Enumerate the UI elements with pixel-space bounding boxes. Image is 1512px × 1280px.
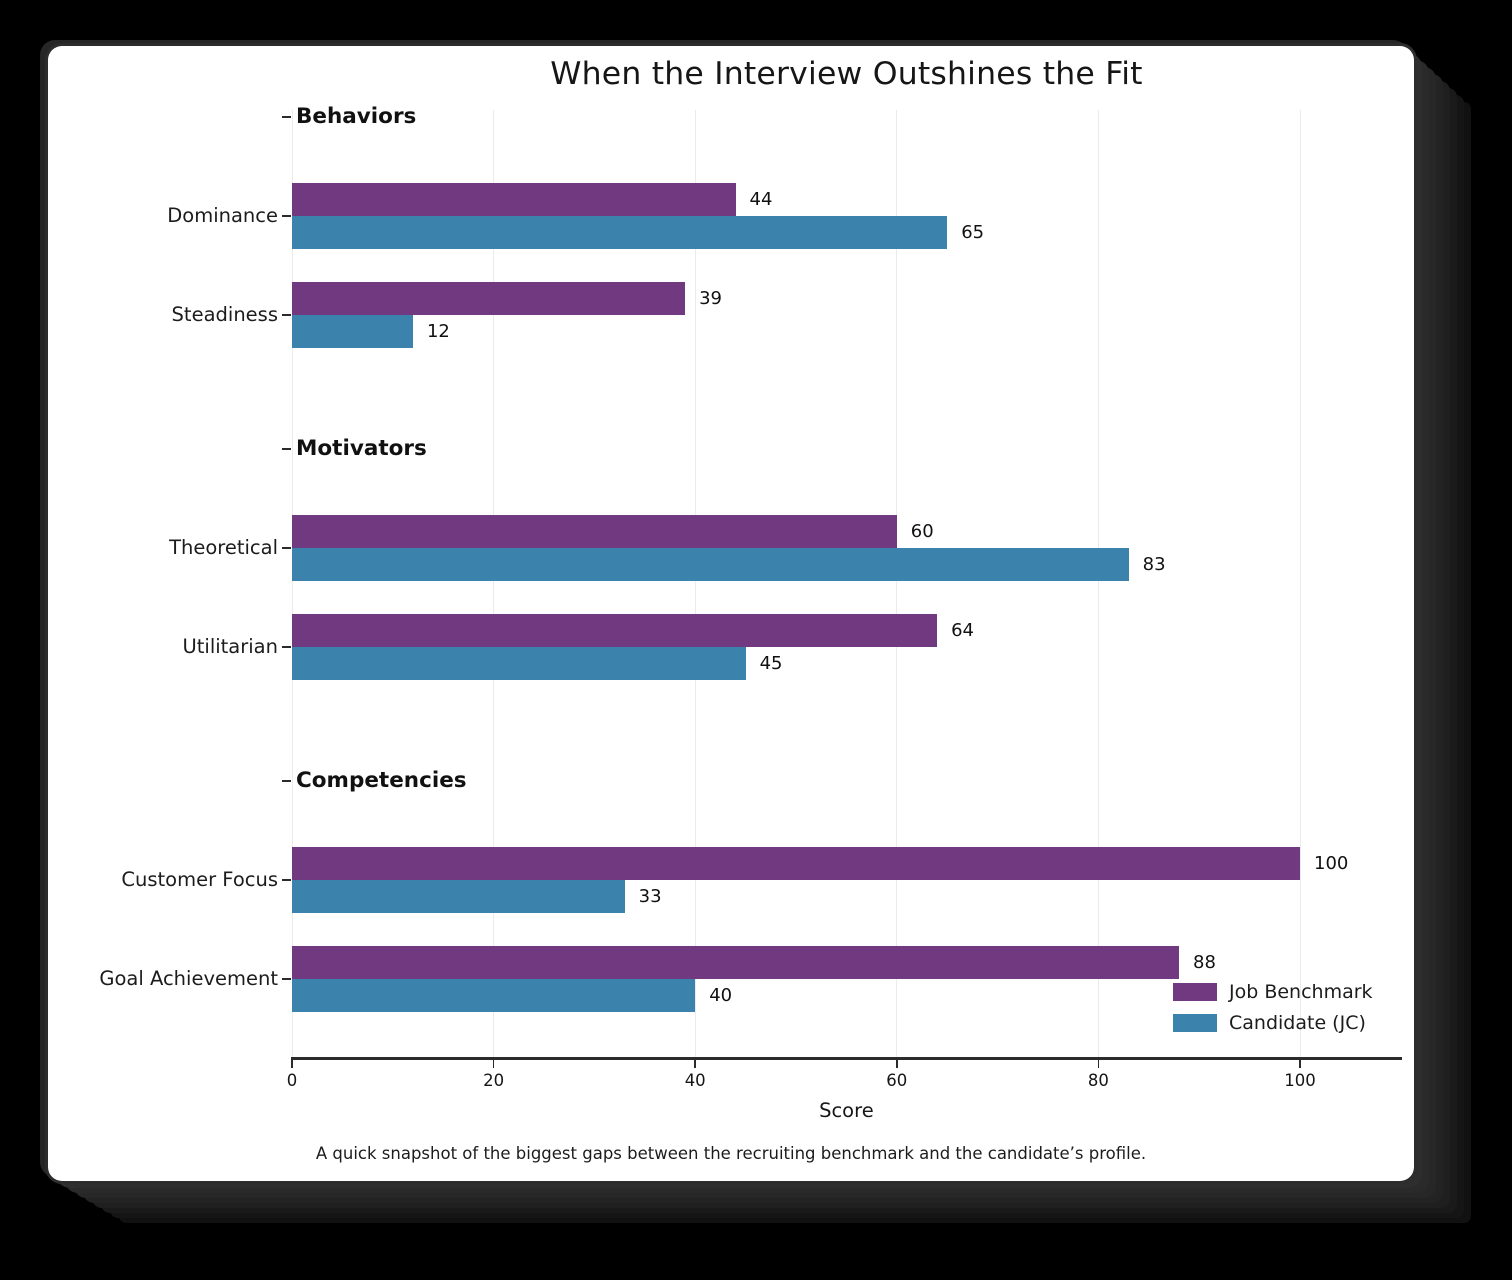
x-axis-tick	[896, 1059, 898, 1068]
bar-benchmark-goal-achievement	[292, 946, 1180, 979]
legend-label-job-benchmark: Job Benchmark	[1229, 981, 1373, 1003]
x-axis-tick	[1299, 1059, 1301, 1068]
gridline	[694, 110, 696, 1057]
x-axis-tick-label: 40	[684, 1071, 706, 1090]
value-label-candidate-theoretical: 83	[1142, 553, 1166, 575]
bar-candidate-steadiness	[292, 315, 413, 348]
legend-swatch-candidate-jc	[1173, 1014, 1217, 1032]
chart-title: When the Interview Outshines the Fit	[550, 56, 1143, 92]
value-label-benchmark-dominance: 44	[749, 188, 773, 210]
bar-benchmark-customer-focus	[292, 847, 1300, 880]
bar-benchmark-theoretical	[292, 515, 897, 548]
category-label-goal-achievement: Goal Achievement	[99, 967, 278, 990]
bar-candidate-utilitarian	[292, 647, 746, 680]
category-label-dominance: Dominance	[167, 204, 278, 227]
bar-candidate-customer-focus	[292, 880, 625, 913]
y-axis-tick	[282, 215, 291, 217]
gridline	[493, 110, 495, 1057]
x-axis-title: Score	[819, 1099, 874, 1122]
x-axis-tick-label: 100	[1284, 1071, 1316, 1090]
y-axis-tick	[282, 780, 291, 782]
y-axis-tick	[282, 116, 291, 118]
x-axis-tick-label: 20	[483, 1071, 505, 1090]
legend-label-candidate-jc: Candidate (JC)	[1229, 1012, 1366, 1034]
plot-area: Behaviors Dominance 44 65 Steadiness 39 12 Moti…	[48, 46, 1414, 1181]
x-axis-tick	[291, 1059, 293, 1068]
value-label-candidate-steadiness: 12	[426, 320, 450, 342]
value-label-benchmark-customer-focus: 100	[1314, 852, 1349, 874]
value-label-candidate-dominance: 65	[961, 221, 985, 243]
bar-candidate-theoretical	[292, 548, 1129, 581]
gridline	[896, 110, 898, 1057]
x-axis-tick	[1097, 1059, 1100, 1068]
value-label-candidate-goal-achievement: 40	[709, 984, 733, 1006]
gridline	[1299, 110, 1301, 1057]
value-label-candidate-utilitarian: 45	[759, 652, 783, 674]
x-axis-tick-label: 0	[286, 1071, 298, 1090]
bar-candidate-dominance	[292, 216, 948, 249]
value-label-benchmark-goal-achievement: 88	[1193, 951, 1216, 973]
section-label-behaviors: Behaviors	[296, 104, 417, 129]
y-axis-tick	[282, 314, 291, 316]
x-axis-line	[291, 1057, 1402, 1060]
section-label-motivators: Motivators	[296, 436, 427, 461]
y-axis-tick	[282, 547, 291, 549]
section-label-competencies: Competencies	[296, 768, 467, 793]
y-axis-tick	[282, 646, 291, 648]
bar-benchmark-utilitarian	[292, 614, 938, 647]
category-label-customer-focus: Customer Focus	[121, 868, 278, 891]
bar-benchmark-dominance	[292, 183, 736, 216]
category-label-steadiness: Steadiness	[171, 303, 278, 326]
value-label-benchmark-utilitarian: 64	[951, 619, 975, 641]
value-label-benchmark-steadiness: 39	[699, 287, 723, 309]
x-axis-tick	[492, 1059, 495, 1068]
bar-benchmark-steadiness	[292, 282, 686, 315]
y-axis-tick	[282, 879, 291, 881]
gridline	[291, 110, 293, 1057]
bar-candidate-goal-achievement	[292, 979, 696, 1012]
value-label-benchmark-theoretical: 60	[910, 520, 934, 542]
category-label-utilitarian: Utilitarian	[182, 635, 278, 658]
chart-card: When the Interview Outshines the Fit Beh…	[48, 46, 1414, 1181]
y-axis-tick	[282, 448, 291, 450]
x-axis-tick	[694, 1059, 696, 1068]
value-label-candidate-customer-focus: 33	[638, 885, 662, 907]
x-axis-tick-label: 80	[1087, 1071, 1109, 1090]
legend-swatch-job-benchmark	[1173, 983, 1217, 1001]
x-axis-tick-label: 60	[886, 1071, 908, 1090]
chart-caption: A quick snapshot of the biggest gaps bet…	[315, 1144, 1147, 1163]
y-axis-tick	[282, 978, 291, 980]
category-label-theoretical: Theoretical	[169, 536, 278, 559]
gridline	[1097, 110, 1099, 1057]
